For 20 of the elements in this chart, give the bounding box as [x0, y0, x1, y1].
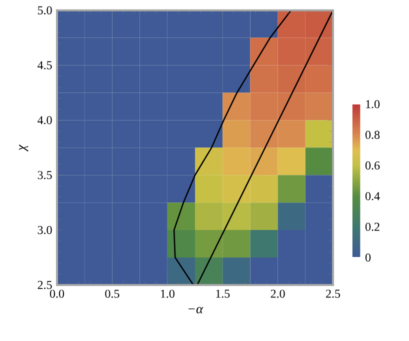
- y-tick-label: 4.5: [38, 61, 52, 70]
- x-axis-title: −α: [188, 306, 204, 314]
- color-bar-label: 0.2: [365, 222, 380, 231]
- y-tick-label: 4.0: [38, 116, 52, 124]
- y-tick-label: 3.0: [38, 226, 52, 234]
- y-tick-label: 3.5: [38, 171, 52, 180]
- color-bar-label: 0.4: [365, 192, 380, 200]
- color-bar-label: 0.8: [365, 130, 380, 139]
- color-bar-label: 1.0: [366, 100, 380, 108]
- color-bar-label: 0.6: [365, 161, 380, 170]
- x-tick-label: 0.0: [50, 290, 64, 298]
- y-tick-label: 5.0: [38, 6, 52, 14]
- color-bar-label: 0: [365, 253, 371, 262]
- y-tick-label: 2.5: [38, 280, 52, 290]
- y-axis-title: χ: [19, 144, 28, 152]
- x-tick-label: 1.5: [216, 290, 230, 298]
- x-tick-label: 2.0: [270, 290, 285, 298]
- x-tick-label: 0.5: [105, 290, 120, 298]
- x-tick-label: 1.0: [160, 290, 174, 298]
- x-tick-label: 2.5: [326, 290, 340, 298]
